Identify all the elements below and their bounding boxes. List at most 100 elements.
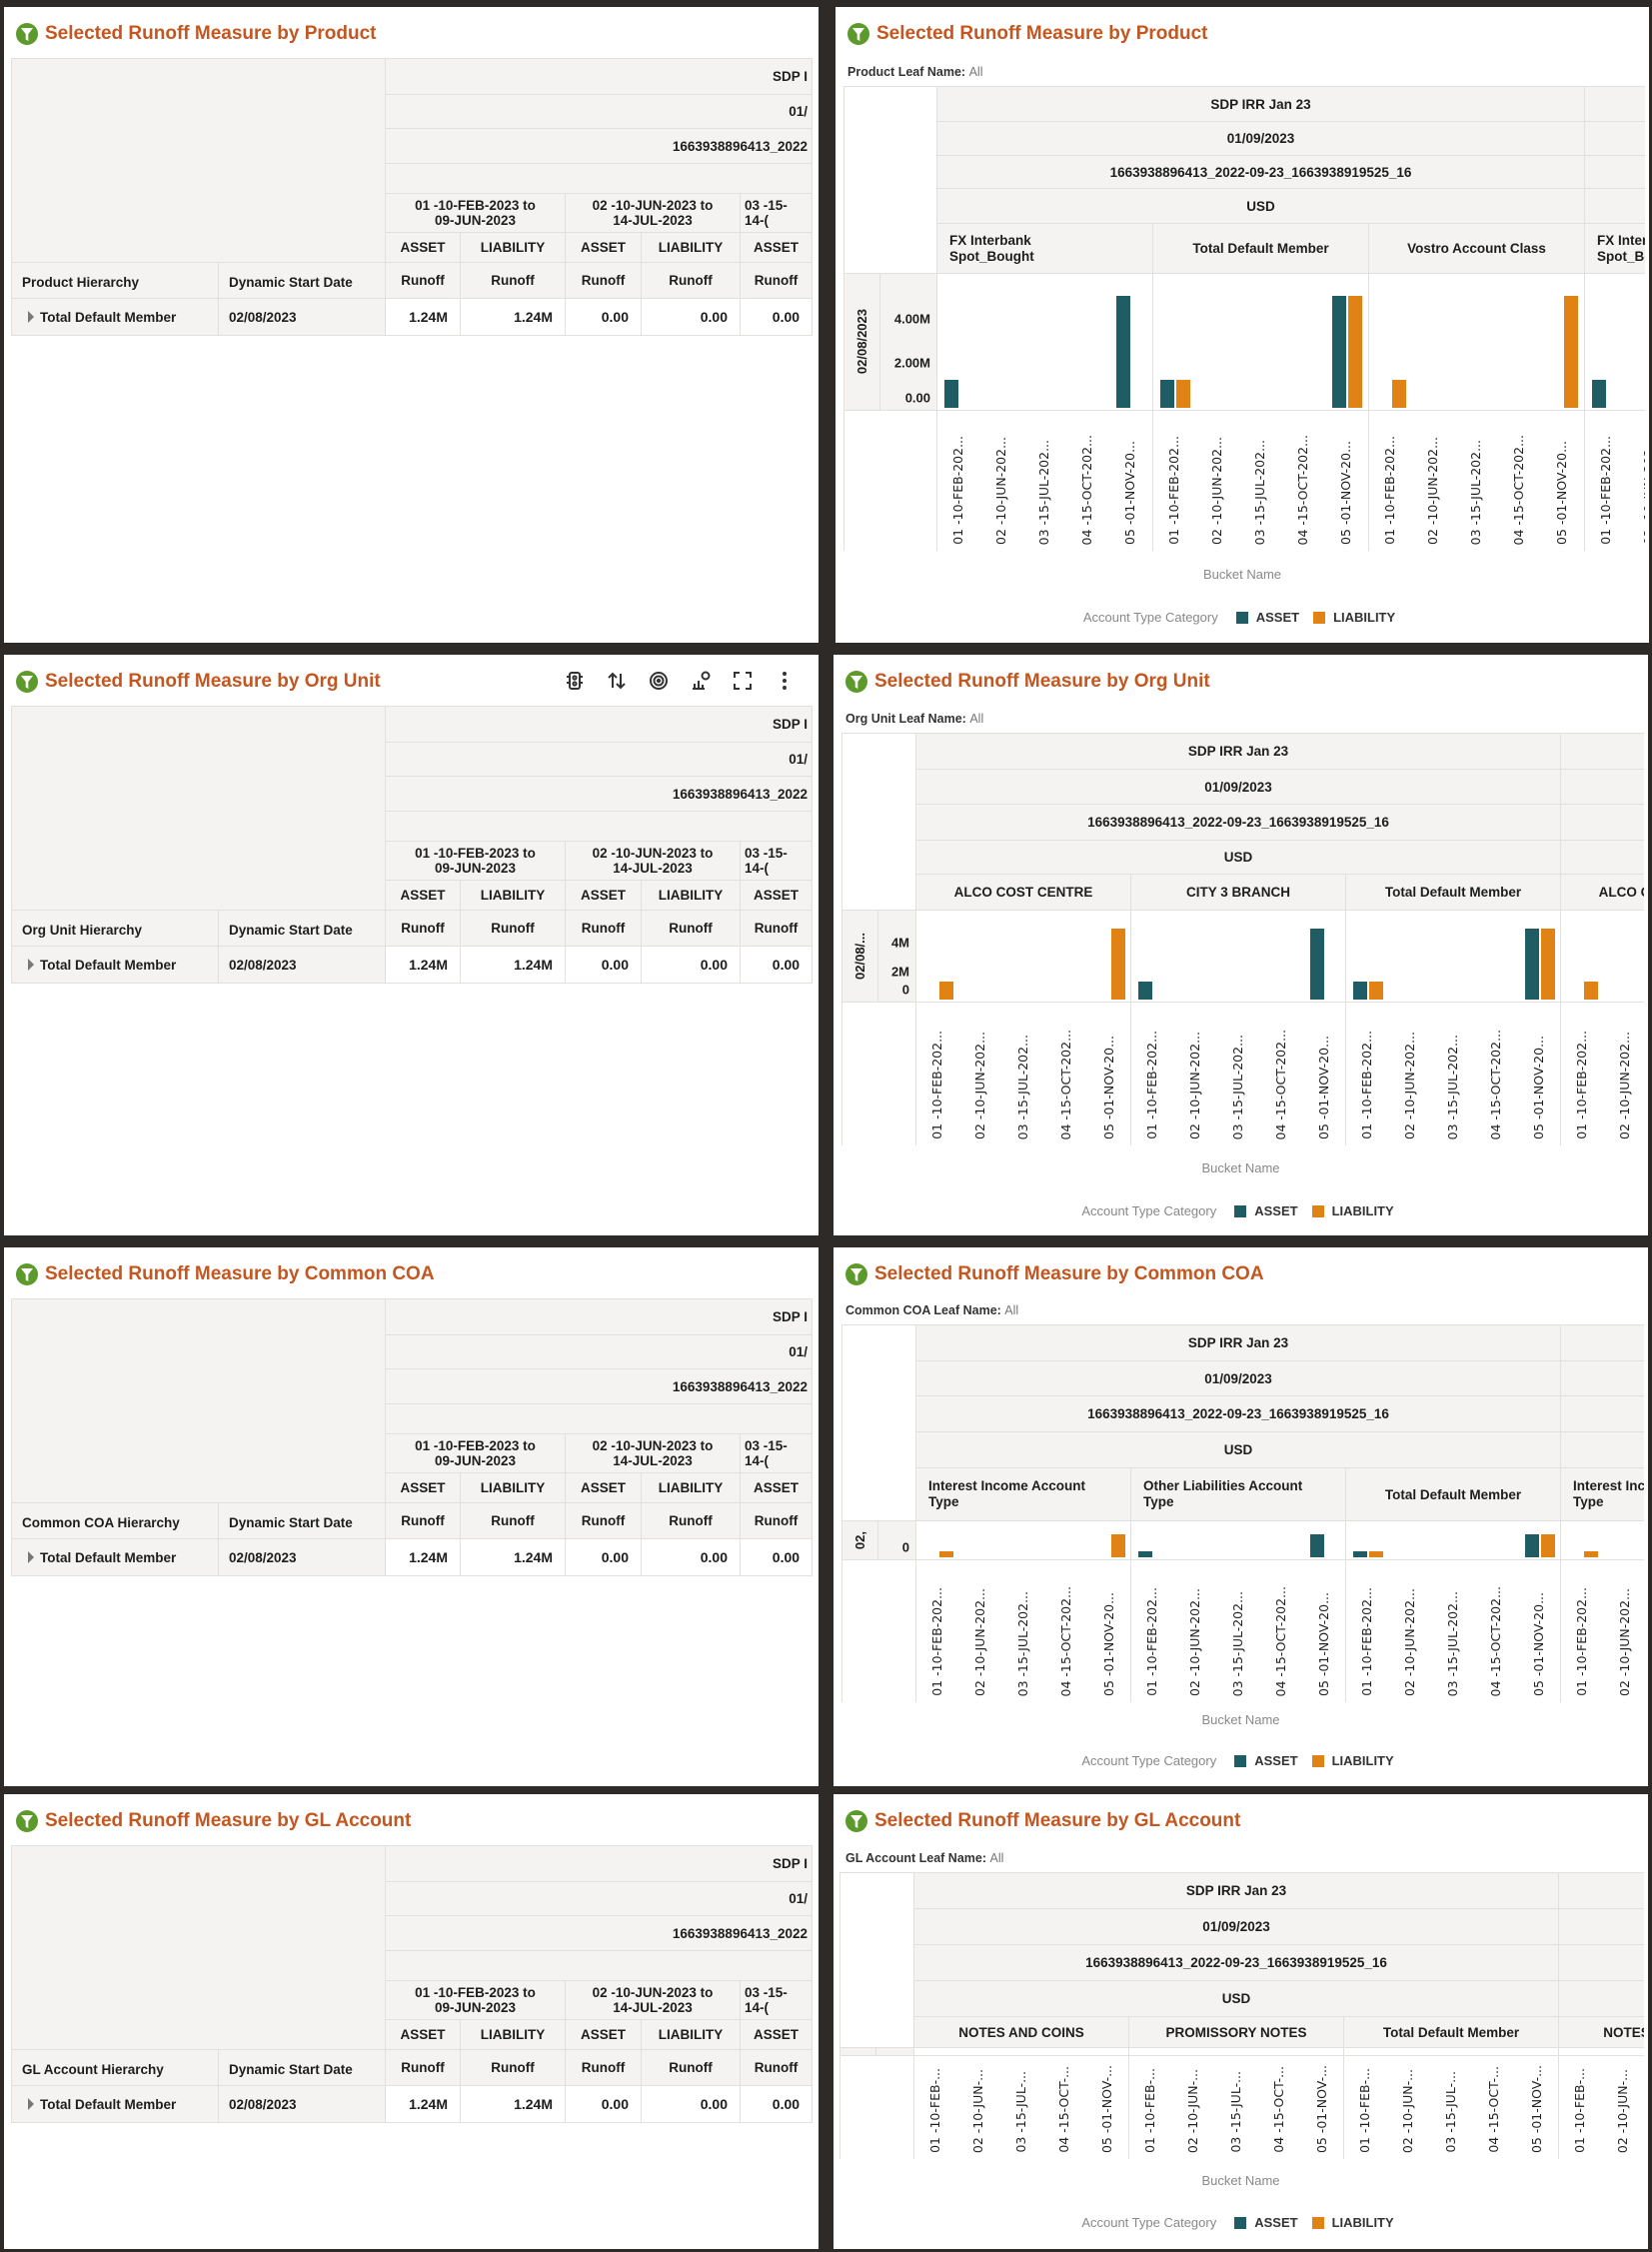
- bar-liability[interactable]: [1391, 380, 1406, 408]
- bar-liability[interactable]: [1583, 982, 1598, 1000]
- expand-icon[interactable]: [28, 2097, 34, 2110]
- measure-header: Runoff: [460, 910, 566, 947]
- legend-item-asset[interactable]: ASSET: [1235, 610, 1300, 625]
- bar-asset[interactable]: [1332, 296, 1347, 408]
- x-tick-label: 02 -10-JUN-202...: [1401, 1588, 1417, 1696]
- measure-header: Runoff: [739, 2049, 814, 2086]
- bar-asset[interactable]: [1159, 380, 1174, 408]
- bucket-header: 03 -15- 14-(: [739, 193, 814, 233]
- row-header-corner: [844, 87, 937, 274]
- bucket-header: 02 -10-JUN-2023 to 14-JUL-2023: [565, 841, 741, 881]
- bar-liability[interactable]: [1368, 1551, 1383, 1557]
- maximize-icon[interactable]: [731, 669, 755, 693]
- legend-item-asset[interactable]: ASSET: [1234, 1753, 1298, 1768]
- account-type-header: ASSET: [565, 1472, 642, 1503]
- legend-title: Account Type Category: [1081, 1203, 1217, 1218]
- measure-header: Runoff: [460, 262, 566, 299]
- bar-asset[interactable]: [943, 380, 958, 408]
- more-options-icon[interactable]: [773, 669, 797, 693]
- plot-area: [1559, 2048, 1644, 2056]
- bar-asset[interactable]: [1309, 1534, 1324, 1557]
- chart-type-icon[interactable]: [689, 669, 713, 693]
- expand-icon[interactable]: [28, 958, 34, 971]
- x-label-area: 01 -10-FEB-... 02 -10-JUN-... 03 -15-JUL-.…: [1344, 2056, 1559, 2159]
- value-cell: 1.24M: [385, 2085, 461, 2123]
- x-tick-label: 02 -10-JUN-202...: [1186, 1032, 1202, 1139]
- bar-liability[interactable]: [1110, 929, 1125, 1000]
- expand-icon[interactable]: [28, 310, 34, 323]
- column-header-overflow: [1561, 1396, 1644, 1432]
- bar-asset[interactable]: [1309, 929, 1324, 1000]
- legend-item-liability[interactable]: LIABILITY: [1311, 1203, 1394, 1218]
- bar-asset[interactable]: [1352, 1551, 1367, 1557]
- plot-area: [916, 911, 1131, 1003]
- y-tick-label: 2.00M: [893, 355, 930, 371]
- leaf-filter-value[interactable]: All: [989, 1851, 1004, 1865]
- x-label-area: 01 -10-FEB-202...02 -10-JUN-202...03 -15…: [1561, 1560, 1644, 1702]
- column-header-overflow: [1559, 1909, 1644, 1945]
- column-header-overflow: [1561, 1325, 1644, 1361]
- leaf-filter-label: Common COA Leaf Name:: [845, 1303, 1001, 1317]
- x-tick-label: 02 -10-JUN-...: [1614, 2068, 1630, 2153]
- legend-item-asset[interactable]: ASSET: [1234, 2215, 1298, 2230]
- account-type-header: ASSET: [385, 1472, 461, 1503]
- x-tick-label: 03 -15-JUL-202...: [1014, 1590, 1030, 1696]
- x-tick-label: 01 -10-FEB-202...: [1358, 1587, 1374, 1696]
- bucket-header: 01 -10-FEB-2023 to 09-JUN-2023: [385, 1433, 566, 1473]
- bar-liability[interactable]: [1564, 296, 1579, 408]
- x-tick-label: 04 -15-OCT-202...: [1079, 434, 1095, 546]
- bar-liability[interactable]: [1110, 1534, 1125, 1557]
- bar-liability[interactable]: [1540, 929, 1555, 1000]
- bar-asset[interactable]: [1524, 1534, 1539, 1557]
- bar-liability[interactable]: [938, 1551, 953, 1557]
- conditional-format-icon[interactable]: [563, 669, 587, 693]
- bar-asset[interactable]: [1137, 1551, 1152, 1557]
- bar-liability[interactable]: [1540, 1534, 1555, 1557]
- row-label: 02,: [852, 1530, 867, 1550]
- pivot-row: SDP I: [11, 1845, 814, 2050]
- leaf-filter-label: Product Leaf Name:: [847, 65, 966, 79]
- legend-title: Account Type Category: [1081, 1753, 1217, 1768]
- bar-liability[interactable]: [1348, 296, 1363, 408]
- bar-asset[interactable]: [1524, 929, 1539, 1000]
- pivot-panel: Selected Runoff Measure by Common COA SDP…: [4, 1247, 819, 1786]
- leaf-filter-value[interactable]: All: [1004, 1303, 1019, 1317]
- x-tick-label: 05 -01-NOV-20...: [1530, 1592, 1546, 1696]
- category-header: ALCO COST CENTRE: [1561, 875, 1644, 911]
- bar-asset[interactable]: [1352, 982, 1367, 1000]
- pivot-row: ASSET LIABILITY ASSET LIABILITY ASSET: [12, 880, 814, 911]
- column-header-cell: 1663938896413_2022-09-23_1663938919525_1…: [914, 1945, 1559, 1981]
- category-header: Total Default Member: [1153, 224, 1369, 274]
- legend-swatch: [1311, 1754, 1324, 1767]
- legend-item-asset[interactable]: ASSET: [1234, 1203, 1298, 1218]
- bar-liability[interactable]: [938, 982, 953, 1000]
- column-header-overflow: [1559, 1981, 1644, 2017]
- value-cell: 0.00: [641, 946, 741, 984]
- legend-item-liability[interactable]: LIABILITY: [1313, 610, 1395, 625]
- column-header-overflow: [1585, 189, 1645, 224]
- x-tick-label: 03 -15-JUL-202...: [1444, 1034, 1460, 1139]
- panel-title: Selected Runoff Measure by Org Unit: [16, 669, 381, 695]
- panel-title-text: Selected Runoff Measure by Org Unit: [45, 671, 381, 692]
- account-type-header: LIABILITY: [460, 232, 566, 263]
- bar-liability[interactable]: [1175, 380, 1190, 408]
- bar-asset[interactable]: [1116, 296, 1131, 408]
- legend-item-liability[interactable]: LIABILITY: [1311, 2215, 1394, 2230]
- bar-asset[interactable]: [1591, 380, 1606, 408]
- legend-label: ASSET: [1255, 610, 1300, 625]
- legend-item-liability[interactable]: LIABILITY: [1311, 1753, 1394, 1768]
- expand-icon[interactable]: [28, 1550, 34, 1563]
- x-tick-label: 05 -01-NOV-...: [1098, 2064, 1114, 2153]
- leaf-filter-value[interactable]: All: [968, 65, 983, 79]
- leaf-filter-value[interactable]: All: [969, 712, 984, 726]
- sort-icon[interactable]: [605, 669, 629, 693]
- measure-header: Runoff: [565, 262, 642, 299]
- bar-asset[interactable]: [1137, 982, 1152, 1000]
- bar-liability[interactable]: [1583, 1551, 1598, 1557]
- x-tick-label: 01 -10-FEB-202...: [928, 1587, 944, 1696]
- bar-liability[interactable]: [1368, 982, 1383, 1000]
- value-cell: 0.00: [739, 1538, 814, 1576]
- pivot-row: 01 -10-FEB-2023 to 09-JUN-2023 02 -10-JUN…: [12, 841, 814, 881]
- target-icon[interactable]: [647, 669, 671, 693]
- x-label-area: 01 -10-FEB-202...02 -10-JUN-202...03 -15…: [1346, 1003, 1561, 1145]
